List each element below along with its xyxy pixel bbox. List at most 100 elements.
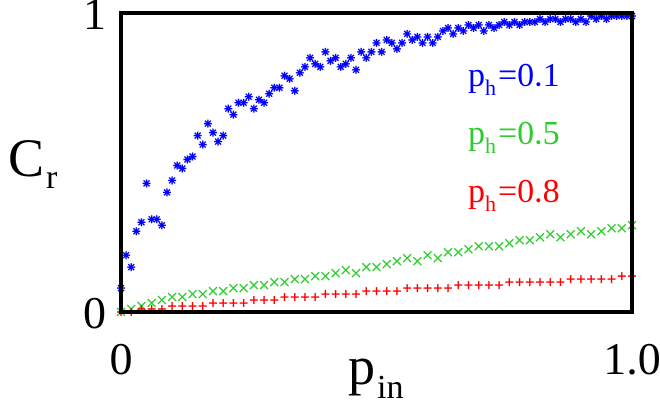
legend-entry-1-value: =0.5 — [498, 115, 560, 152]
series-0-point-99 — [622, 11, 631, 20]
series-2-point-7 — [188, 302, 197, 311]
series-0-point-6 — [147, 215, 156, 224]
series-2-point-49 — [617, 272, 626, 281]
y-tick-label-1: 1 — [83, 0, 106, 39]
series-0-point-29 — [265, 89, 274, 98]
plot-frame — [119, 11, 634, 314]
series-2-point-34 — [464, 281, 473, 290]
series-1-point-20 — [320, 271, 330, 281]
series-2-point-31 — [433, 284, 442, 293]
series-1-point-33 — [453, 247, 463, 257]
series-1-point-29 — [412, 256, 422, 266]
series-0-point-41 — [326, 56, 335, 65]
y-axis-label: Cr — [8, 128, 58, 196]
series-1-point-32 — [443, 247, 453, 257]
series-0-point-87 — [561, 14, 570, 23]
series-0-point-98 — [617, 11, 626, 20]
series-2-point-23 — [352, 290, 361, 299]
legend-entry-2-value: =0.8 — [498, 173, 560, 210]
series-0-point-74 — [495, 20, 504, 29]
series-2-point-21 — [331, 290, 340, 299]
series-0-point-31 — [275, 83, 284, 92]
series-2-point-47 — [597, 275, 606, 284]
legend-entry-0-value: =0.1 — [498, 57, 560, 94]
series-0-point-5 — [142, 179, 151, 188]
series-1-point-49 — [617, 223, 627, 233]
series-1-point-9 — [208, 286, 218, 296]
series-1-point-36 — [484, 241, 494, 251]
series-0-point-9 — [162, 188, 171, 197]
series-0-point-81 — [530, 17, 539, 26]
series-1-point-10 — [218, 286, 228, 296]
series-2-point-41 — [536, 278, 545, 287]
series-0-point-86 — [556, 17, 565, 26]
series-1-point-45 — [576, 226, 586, 236]
series-0-point-39 — [316, 62, 325, 71]
series-2-point-20 — [321, 290, 330, 299]
series-2-point-32 — [444, 284, 453, 293]
series-1-point-18 — [300, 274, 310, 284]
series-0-point-76 — [505, 20, 514, 29]
series-0-point-8 — [157, 221, 166, 230]
series-2-point-13 — [249, 296, 258, 305]
series-2-point-38 — [505, 278, 514, 287]
series-2-point-48 — [607, 275, 616, 284]
series-0-point-27 — [254, 95, 263, 104]
series-0-point-11 — [173, 161, 182, 170]
series-2-point-12 — [239, 299, 248, 308]
x-tick-label-1: 1.0 — [603, 333, 660, 384]
series-0-point-30 — [270, 83, 279, 92]
series-2-point-17 — [290, 293, 299, 302]
series-1 — [116, 220, 637, 317]
series-0-point-58 — [413, 32, 422, 41]
series-0-point-33 — [285, 74, 294, 83]
series-0-point-93 — [592, 14, 601, 23]
series-1-point-25 — [372, 262, 381, 272]
legend-entry-0: ph=0.1 — [468, 57, 560, 100]
series-0-point-15 — [193, 131, 202, 140]
legend-entry-1-base: p — [468, 115, 485, 152]
series-1-point-3 — [147, 298, 157, 308]
series-0-point-48 — [362, 53, 371, 62]
series-1-point-44 — [566, 229, 576, 239]
series-0-point-13 — [183, 155, 192, 164]
series-0-point-53 — [387, 38, 396, 47]
series-1-point-30 — [423, 250, 433, 260]
series-0-point-91 — [582, 17, 591, 26]
series-2-point-24 — [362, 287, 371, 296]
series-2-point-30 — [423, 284, 432, 293]
series-0-point-19 — [214, 137, 223, 146]
series-0-point-69 — [469, 23, 478, 32]
series-0-point-80 — [525, 17, 534, 26]
series-1-point-17 — [290, 274, 300, 284]
series-0-point-16 — [198, 140, 207, 149]
series-1-point-15 — [269, 277, 279, 287]
series-0-point-89 — [571, 17, 580, 26]
series-0-point-2 — [127, 263, 136, 272]
series-1-point-24 — [361, 262, 371, 272]
series-2-point-45 — [576, 275, 585, 284]
series-1-point-13 — [249, 280, 259, 290]
series-0-point-54 — [392, 44, 401, 53]
series-0-point-17 — [203, 119, 212, 128]
series-1-point-26 — [382, 259, 392, 269]
series-2-point-36 — [484, 281, 493, 290]
legend-entry-0-sub: h — [485, 75, 496, 100]
series-1-point-28 — [402, 253, 412, 263]
series-2-point-25 — [372, 287, 381, 296]
series-0-point-72 — [484, 20, 493, 29]
series-0-point-3 — [132, 227, 141, 236]
series-0-point-44 — [341, 59, 350, 68]
series-2-point-16 — [280, 293, 289, 302]
series-0-point-90 — [576, 14, 585, 23]
y-tick-label-0: 0 — [83, 287, 106, 338]
series-2-point-6 — [178, 302, 187, 311]
series-0-point-88 — [566, 14, 575, 23]
series-0-point-56 — [403, 29, 412, 38]
series-2-point-29 — [413, 284, 422, 293]
series-0-point-14 — [188, 152, 197, 161]
series-2-point-28 — [403, 284, 412, 293]
series-0-point-68 — [464, 20, 473, 29]
series-0-point-55 — [398, 38, 407, 47]
